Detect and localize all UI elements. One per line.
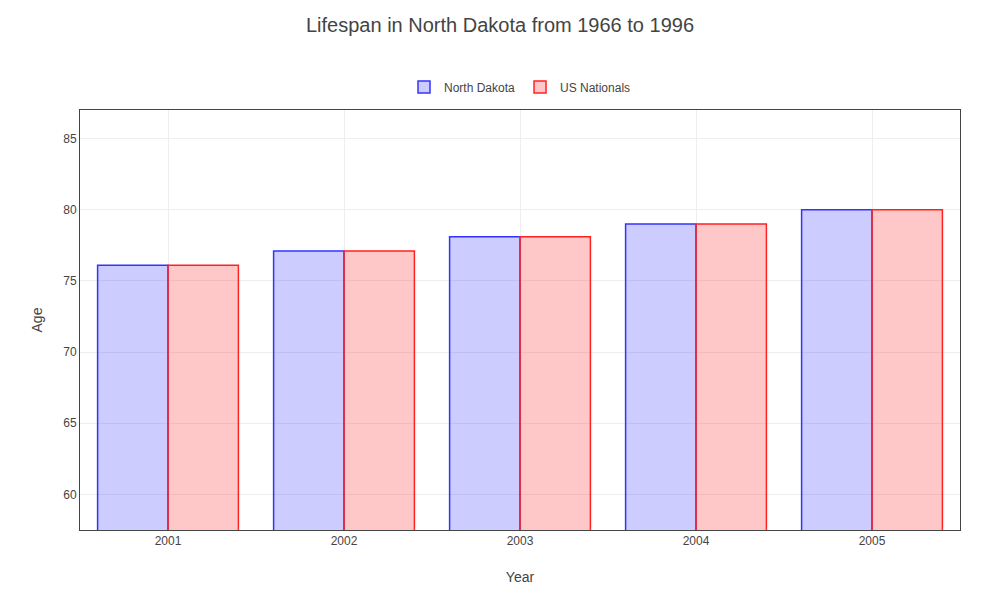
svg-text:Year: Year	[506, 569, 535, 585]
svg-text:75: 75	[63, 274, 77, 288]
svg-text:2002: 2002	[331, 534, 358, 548]
svg-text:70: 70	[63, 345, 77, 359]
svg-text:US Nationals: US Nationals	[560, 81, 630, 95]
svg-text:2003: 2003	[507, 534, 534, 548]
svg-text:2004: 2004	[683, 534, 710, 548]
svg-text:North Dakota: North Dakota	[444, 81, 515, 95]
svg-text:60: 60	[63, 488, 77, 502]
svg-text:85: 85	[63, 132, 77, 146]
svg-text:Age: Age	[29, 307, 45, 332]
svg-text:80: 80	[63, 203, 77, 217]
svg-text:Lifespan in North Dakota from: Lifespan in North Dakota from 1966 to 19…	[306, 14, 694, 36]
svg-text:2001: 2001	[155, 534, 182, 548]
svg-text:2005: 2005	[859, 534, 886, 548]
svg-text:65: 65	[63, 416, 77, 430]
